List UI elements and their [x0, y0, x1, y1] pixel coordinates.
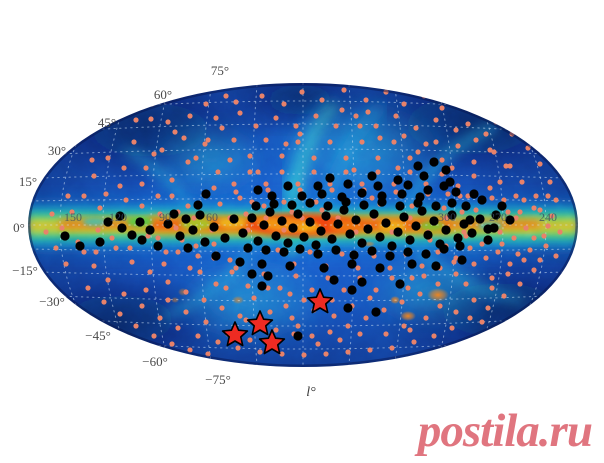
lat-tick-m15: −15° [12, 263, 38, 278]
lat-tick-m60: −60° [142, 354, 168, 369]
lon-tick-270: 270 [489, 210, 507, 224]
sky-intensity-map [28, 83, 578, 367]
latitude-tick-labels: 75° 60° 45° 30° 15° 0° −15° −30° −45° −6… [12, 63, 231, 387]
lat-tick-15: 15° [19, 174, 37, 189]
lat-tick-m30: −30° [39, 294, 65, 309]
star-marker-3 [221, 321, 249, 347]
lat-tick-45: 45° [98, 115, 116, 130]
lat-tick-60: 60° [154, 87, 172, 102]
lon-tick-60: 60 [206, 210, 218, 224]
star-marker-1 [306, 288, 334, 314]
highlighted-source-stars [221, 288, 334, 355]
black-source-markers [60, 157, 515, 341]
lon-tick-90: 90 [159, 210, 171, 224]
lon-tick-300: 300 [438, 210, 456, 224]
coordinate-graticule [28, 83, 578, 367]
lat-tick-75: 75° [211, 63, 229, 78]
longitude-tick-labels: 150 120 90 60 300 270 240 [64, 210, 557, 224]
x-axis-title: l° [306, 385, 316, 400]
lat-tick-m75: −75° [205, 372, 231, 387]
lon-tick-240: 240 [539, 210, 557, 224]
site-watermark: postila.ru [417, 405, 593, 457]
star-marker-4 [258, 329, 286, 355]
lat-tick-m45: −45° [85, 328, 111, 343]
lon-tick-150: 150 [64, 210, 82, 224]
lon-tick-120: 120 [109, 210, 127, 224]
lat-tick-30: 30° [48, 143, 66, 158]
lat-tick-0: 0° [13, 220, 25, 235]
star-marker-2 [246, 310, 274, 336]
